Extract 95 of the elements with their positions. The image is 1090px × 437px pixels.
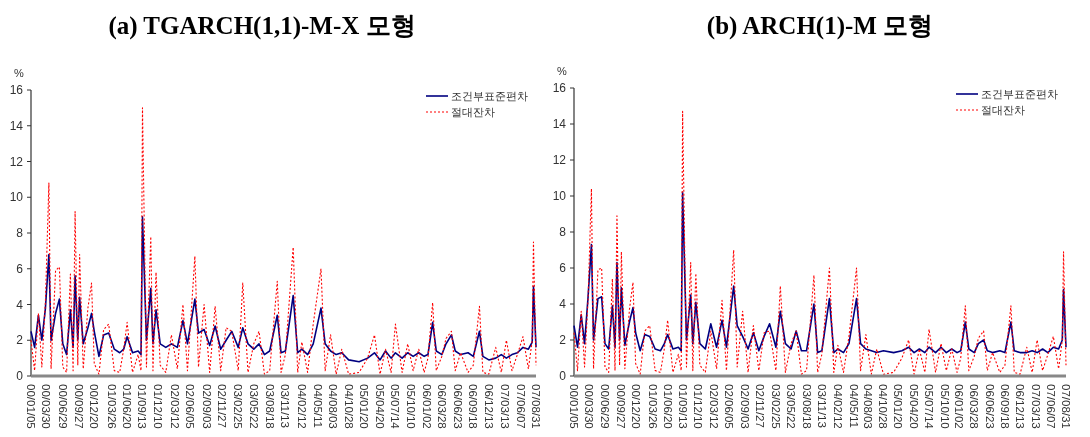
chart-title: (a) TGARCH(1,1)-M-X 모형: [108, 12, 416, 40]
x-tick-label: 06/12/13: [482, 384, 495, 429]
x-tick-label: 00/09/27: [614, 384, 627, 429]
legend-label: 절대잔차: [451, 106, 495, 118]
y-tick-label: 6: [16, 261, 24, 276]
x-tick-label: 04/02/12: [295, 384, 308, 429]
line-series: [30, 216, 537, 363]
x-tick-label: 04/10/28: [342, 384, 355, 429]
x-tick-label: 02/09/03: [739, 384, 752, 429]
y-tick-label: 0: [16, 369, 24, 383]
x-tick-label: 00/06/29: [598, 384, 611, 429]
line-series: [30, 107, 537, 375]
x-tick-label: 00/01/05: [568, 384, 580, 429]
x-tick-label: 01/03/26: [105, 384, 118, 429]
y-tick-label: 14: [552, 117, 567, 131]
x-tick-label: 06/03/28: [435, 384, 448, 429]
x-tick-label: 00/01/05: [25, 384, 37, 429]
y-tick-label: 2: [559, 333, 567, 347]
x-tick-label: 02/03/12: [169, 384, 181, 429]
x-tick-label: 07/08/31: [1060, 384, 1072, 429]
x-tick-label: 02/03/12: [708, 384, 721, 429]
x-tick-label: 06/03/28: [968, 384, 981, 429]
x-tick-label: 05/04/20: [374, 384, 387, 429]
y-tick-label: 4: [559, 297, 567, 311]
y-axis-title: %: [557, 65, 568, 77]
y-tick-label: 8: [559, 225, 567, 239]
y-tick-label: 8: [16, 226, 24, 240]
x-tick-label: 02/11/27: [215, 384, 228, 428]
x-tick-label: 04/05/11: [311, 384, 324, 428]
legend-label: 조건부표준편차: [981, 88, 1058, 100]
x-tick-label: 01/06/20: [661, 384, 674, 429]
x-tick-label: 02/06/05: [184, 384, 197, 429]
x-tick-label: 06/06/23: [983, 384, 996, 429]
y-axis-title: %: [14, 67, 25, 79]
x-tick-label: 05/07/14: [923, 384, 936, 430]
x-tick-label: 05/01/20: [892, 384, 905, 429]
x-tick-label: 05/01/20: [357, 384, 370, 429]
x-tick-label: 00/09/27: [73, 384, 86, 429]
y-tick-label: 16: [9, 83, 24, 97]
x-tick-label: 06/09/18: [467, 384, 480, 429]
x-tick-label: 01/09/13: [136, 384, 149, 429]
x-tick-label: 00/12/20: [629, 384, 642, 429]
x-tick-label: 01/12/10: [692, 384, 705, 429]
x-tick-label: 07/08/31: [530, 384, 542, 429]
x-tick-label: 03/08/18: [800, 384, 813, 429]
x-tick-label: 02/09/03: [200, 384, 213, 429]
x-tick-label: 06/09/18: [998, 384, 1011, 429]
x-tick-label: 04/08/03: [327, 384, 340, 429]
x-tick-label: 00/03/30: [582, 384, 595, 429]
x-tick-label: 07/06/07: [1045, 384, 1058, 429]
y-tick-label: 10: [552, 189, 567, 203]
x-tick-label: 06/01/02: [420, 384, 433, 429]
x-tick-label: 07/03/13: [1029, 384, 1042, 429]
x-tick-label: 03/05/22: [785, 384, 798, 429]
x-tick-label: 07/06/07: [514, 384, 527, 429]
x-tick-label: 07/03/13: [499, 384, 512, 429]
x-tick-label: 01/09/13: [676, 384, 689, 429]
y-tick-label: 16: [552, 81, 567, 95]
y-tick-label: 14: [9, 118, 24, 133]
chart-title: (b) ARCH(1)-M 모형: [706, 12, 934, 40]
y-tick-label: 12: [552, 153, 567, 167]
legend-label: 조건부표준편차: [451, 90, 528, 102]
x-tick-label: 05/04/20: [908, 384, 921, 429]
y-tick-label: 6: [559, 261, 567, 275]
x-tick-label: 01/06/20: [121, 384, 134, 429]
x-tick-label: 05/07/14: [389, 384, 402, 430]
x-tick-label: 03/02/25: [232, 384, 245, 429]
x-tick-label: 00/03/30: [40, 384, 53, 429]
x-tick-label: 06/12/13: [1014, 384, 1027, 429]
x-tick-label: 02/11/27: [754, 384, 767, 428]
x-tick-label: 03/11/13: [279, 384, 292, 428]
y-tick-label: 10: [9, 190, 24, 205]
x-tick-label: 00/12/20: [88, 384, 101, 429]
y-tick-label: 4: [16, 297, 24, 312]
x-tick-label: 05/10/10: [938, 384, 951, 429]
x-tick-label: 04/08/03: [862, 384, 875, 429]
y-tick-label: 12: [9, 154, 24, 169]
legend-label: 절대잔차: [981, 104, 1025, 116]
x-tick-label: 00/06/29: [56, 384, 69, 429]
x-tick-label: 03/08/18: [263, 384, 276, 429]
x-tick-label: 05/10/10: [405, 384, 418, 429]
x-tick-label: 02/06/05: [723, 384, 736, 429]
x-tick-label: 04/02/12: [831, 384, 844, 429]
y-tick-label: 2: [16, 333, 24, 348]
x-tick-label: 04/10/28: [877, 384, 890, 429]
x-tick-label: 03/02/25: [769, 384, 782, 429]
x-tick-label: 01/03/26: [646, 384, 659, 429]
x-tick-label: 04/05/11: [847, 384, 860, 428]
x-tick-label: 06/01/02: [953, 384, 966, 429]
x-tick-label: 06/06/23: [451, 384, 464, 429]
x-tick-label: 03/05/22: [247, 384, 260, 429]
y-tick-label: 0: [559, 369, 567, 383]
x-tick-label: 03/11/13: [815, 384, 828, 428]
line-series: [573, 191, 1067, 354]
x-tick-label: 01/12/10: [152, 384, 165, 429]
